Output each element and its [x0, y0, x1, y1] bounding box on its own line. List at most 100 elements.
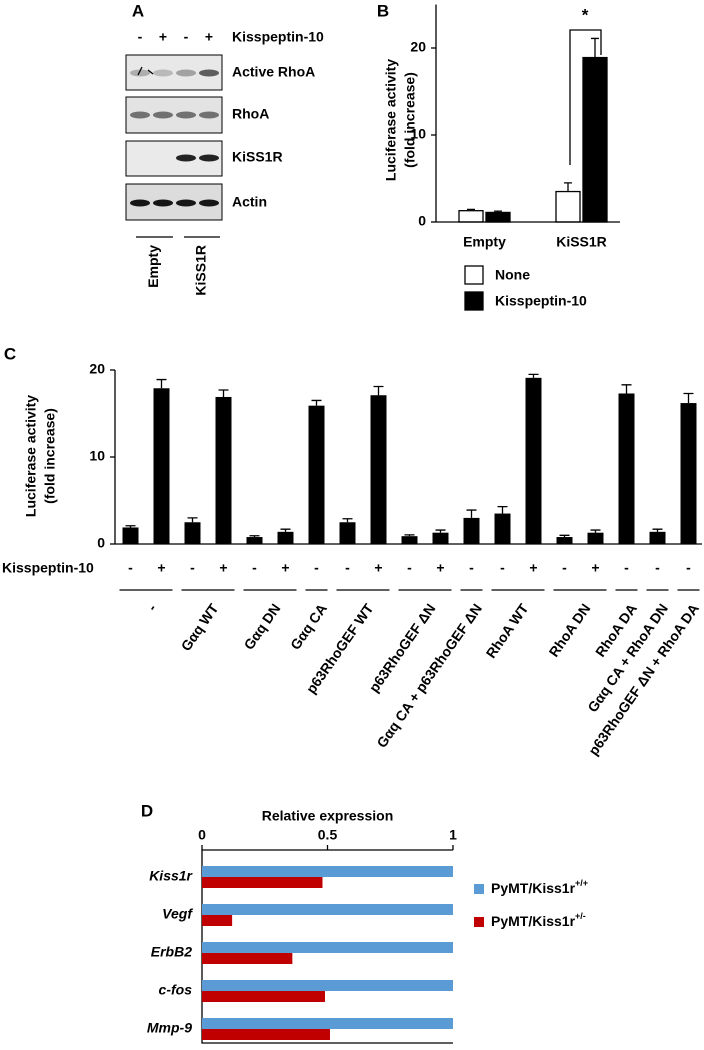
legend-swatch: [464, 265, 484, 285]
blot-row-label: Actin: [232, 194, 267, 210]
blot-group-label: Empty: [145, 245, 161, 288]
bar: [556, 537, 573, 544]
category-label: c-fos: [159, 982, 193, 998]
bar: [485, 211, 511, 223]
bar: [463, 517, 480, 544]
error-bar: [404, 534, 415, 537]
blot-band: [176, 199, 196, 207]
error-bar: [218, 389, 229, 397]
group-label: Gαq WT: [178, 600, 222, 654]
y-tick-label: 10: [89, 448, 105, 464]
error-bar: [528, 373, 539, 378]
bar: [202, 942, 453, 953]
bar: [202, 915, 233, 926]
category-label: Vegf: [162, 906, 193, 922]
error-bar: [590, 529, 601, 533]
error-bar: [280, 528, 291, 532]
blot-band: [199, 111, 219, 119]
blot-band: [176, 69, 196, 77]
y-tick-label: 0: [418, 213, 426, 229]
panel-label: A: [132, 1, 144, 20]
bar: [308, 405, 325, 544]
bar: [202, 1018, 453, 1029]
legend-label: Kisspeptin-10: [495, 293, 587, 309]
error-bar: [125, 525, 136, 528]
error-bar: [559, 534, 570, 538]
treatment-sign: -: [138, 29, 143, 45]
bar: [202, 953, 293, 964]
legend-label: PyMT/Kiss1r+/-: [491, 911, 586, 928]
blot-band: [199, 199, 219, 207]
error-bar: [564, 182, 572, 192]
category-label: Kiss1r: [149, 868, 193, 884]
treatment-sign: -: [314, 560, 319, 576]
legend-name: PyMT/Kiss1r: [491, 880, 576, 896]
legend-superscript: +/+: [575, 878, 588, 888]
treatment-sign: -: [624, 560, 629, 576]
bar: [555, 190, 581, 223]
row-label: Kisspeptin-10: [2, 560, 94, 576]
treatment-sign: -: [190, 560, 195, 576]
blot-panel: [125, 29, 602, 221]
treatment-sign: -: [500, 560, 505, 576]
treatment-sign: +: [157, 560, 165, 576]
legend-label: None: [495, 267, 530, 283]
error-bar: [591, 37, 599, 58]
error-bar: [467, 208, 475, 211]
error-bar: [652, 528, 663, 532]
bar: [649, 531, 666, 544]
blot-band: [176, 111, 196, 119]
blot-group-label: KiSS1R: [193, 245, 209, 296]
group-label: -: [144, 600, 160, 613]
category-label: ErbB2: [151, 944, 192, 960]
bar: [202, 980, 453, 991]
bar: [202, 904, 453, 915]
treatment-sign: -: [345, 560, 350, 576]
treatment-sign: -: [184, 29, 189, 45]
blot-band: [130, 199, 150, 207]
y-tick-label: 20: [410, 39, 426, 55]
blot-band: [199, 69, 219, 77]
treatment-sign: -: [128, 560, 133, 576]
treatment-sign: -: [562, 560, 567, 576]
bar: [202, 1029, 331, 1040]
panel-label: D: [141, 801, 153, 820]
x-tick-label: KiSS1R: [556, 234, 607, 250]
blot-row-label: RhoA: [232, 106, 269, 122]
treatment-sign: -: [407, 560, 412, 576]
error-bar: [373, 385, 384, 396]
x-tick-label: 0.5: [318, 827, 338, 843]
bar: [215, 396, 232, 544]
y-tick-label: 20: [89, 361, 105, 377]
x-axis-label: Relative expression: [262, 808, 394, 824]
bar: [680, 403, 697, 544]
treatment-label: Kisspeptin-10: [232, 29, 324, 45]
error-bar: [342, 518, 353, 523]
blot-row-label: KiSS1R: [232, 149, 283, 165]
blot-band: [153, 199, 173, 207]
category-label: Mmp-9: [147, 1020, 192, 1036]
bar: [202, 866, 453, 877]
bar: [370, 395, 387, 544]
y-tick-label: 0: [97, 535, 105, 551]
bar: [458, 210, 484, 223]
legend-swatch: [474, 917, 484, 927]
y-axis-label: Luciferase activity: [23, 395, 39, 517]
treatment-sign: -: [469, 560, 474, 576]
legend-swatch: [464, 291, 484, 311]
blot-band: [176, 154, 196, 162]
bar: [202, 877, 323, 888]
error-bar: [156, 378, 167, 389]
error-bar: [187, 517, 198, 523]
error-bar: [249, 535, 260, 538]
x-tick-label: 1: [449, 827, 457, 843]
blot-bands: [130, 69, 219, 207]
error-bar: [683, 392, 694, 404]
blot-speck: [137, 66, 154, 76]
treatment-sign: -: [686, 560, 691, 576]
bar: [494, 513, 511, 544]
bar: [525, 377, 542, 544]
legend-swatch: [474, 884, 484, 894]
x-tick-label: 0: [198, 827, 206, 843]
